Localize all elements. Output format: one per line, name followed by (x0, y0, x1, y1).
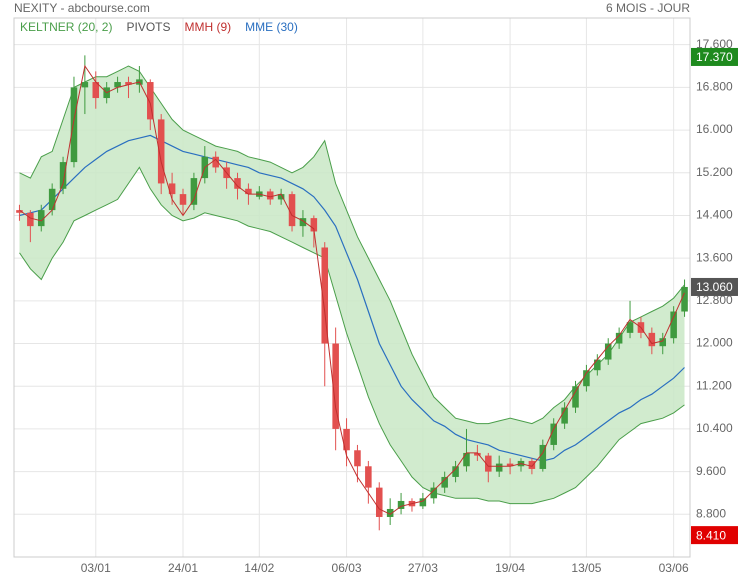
price-marker-label: 13.060 (696, 280, 733, 294)
candle-body (452, 466, 459, 477)
candle-body (626, 322, 634, 333)
candle-body (354, 450, 361, 467)
x-tick-label: 03/01 (81, 561, 111, 575)
keltner-lower (19, 166, 685, 505)
candle-body (245, 188, 252, 195)
x-tick-label: 19/04 (495, 561, 525, 575)
plot (16, 55, 688, 531)
mmh-line (19, 64, 685, 515)
price-marker (691, 47, 738, 66)
candle-body (59, 162, 67, 189)
candle-body (48, 188, 56, 211)
candle-body (125, 82, 132, 85)
candle-body (463, 452, 470, 467)
candle-body (670, 311, 677, 339)
price-marker (691, 526, 738, 545)
x-tick-label: 24/01 (168, 561, 198, 575)
legend-entry: PIVOTS (126, 20, 170, 34)
x-tick-label: 13/05 (571, 561, 601, 575)
candle-body (419, 498, 427, 507)
candle-body (681, 286, 688, 312)
y-tick-label: 11.200 (696, 378, 732, 392)
candle-body (648, 332, 656, 347)
y-tick-label: 14.400 (696, 208, 733, 222)
x-tick-label: 14/02 (244, 561, 274, 575)
y-tick-label: 8.800 (696, 506, 726, 520)
candle-body (375, 487, 383, 517)
candle-body (572, 386, 579, 408)
candle-body (37, 210, 45, 227)
y-tick-label: 10.400 (696, 421, 733, 435)
candle-body (441, 476, 448, 488)
candle-body (299, 218, 307, 227)
candle-body (365, 466, 372, 488)
candle-body (583, 370, 590, 387)
candle-body (92, 82, 100, 99)
candle-body (234, 178, 241, 189)
y-tick-label: 12.800 (696, 293, 733, 307)
y-tick-label: 17.600 (696, 37, 733, 51)
x-tick-label: 06/03 (332, 561, 362, 575)
candle-body (561, 407, 568, 424)
candle-body (550, 423, 557, 445)
chart-title: NEXITY - abcbourse.com (14, 1, 150, 15)
candle-body (604, 343, 612, 360)
candle-body (615, 332, 623, 344)
candle-body (539, 444, 547, 469)
axes: 8.800 9.600 10.400 11.200 12.000 12.800 13.600… (20, 20, 738, 575)
price-marker-label: 17.370 (696, 50, 733, 64)
candle-body (343, 428, 350, 451)
candle-body (321, 247, 329, 344)
y-tick-label: 9.600 (696, 464, 726, 478)
candle-body (277, 194, 285, 200)
candle-body (506, 463, 514, 467)
candle-body (485, 455, 492, 472)
candle-body (266, 191, 274, 200)
y-tick-label: 16.800 (696, 80, 733, 94)
candle-body (81, 82, 89, 88)
candle-body (16, 210, 23, 213)
candle-body (147, 82, 154, 120)
candle-body (179, 194, 187, 205)
candle-body (190, 178, 198, 205)
candle-body (528, 460, 536, 469)
mme-line (19, 134, 685, 462)
candle-body (659, 338, 667, 347)
price-marker (691, 277, 738, 296)
y-tick-label: 12.000 (696, 336, 733, 350)
legend-entry: MME (30) (245, 20, 298, 34)
keltner-fill (19, 66, 685, 504)
candle-body (332, 343, 339, 429)
y-tick-label: 16.000 (696, 122, 733, 136)
price-marker-label: 8.410 (696, 528, 726, 542)
candle-body (495, 463, 503, 472)
candle-body (430, 487, 438, 499)
candle-body (168, 183, 176, 195)
plot-border (13, 17, 691, 558)
candle-body (288, 194, 296, 227)
candle-body (474, 452, 481, 456)
candle-body (70, 87, 78, 163)
x-tick-label: 03/06 (659, 561, 689, 575)
candle-body (212, 156, 219, 168)
candle-body (397, 500, 405, 509)
y-tick-label: 13.600 (696, 250, 733, 264)
chart-subtitle: 6 MOIS - JOUR (606, 1, 690, 15)
y-tick-label: 15.200 (696, 165, 733, 179)
candle-body (27, 212, 34, 227)
candle-body (310, 218, 318, 232)
legend-entry: MMH (9) (185, 20, 232, 34)
candle-body (386, 508, 394, 517)
x-tick-label: 27/03 (408, 561, 438, 575)
legend-entry: KELTNER (20, 2) (20, 20, 112, 34)
candle-body (114, 82, 121, 88)
candle-body (594, 359, 601, 371)
candle-body (157, 119, 165, 184)
